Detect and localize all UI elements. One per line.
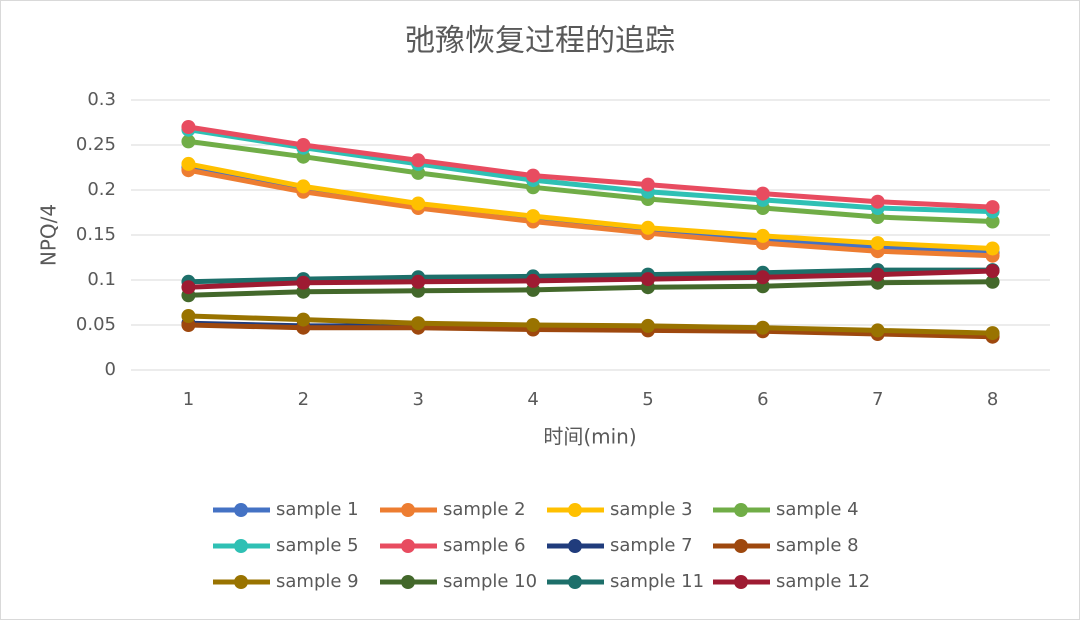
data-point — [640, 272, 655, 287]
data-point — [985, 214, 1000, 229]
legend-marker — [568, 539, 582, 553]
data-point — [985, 200, 1000, 215]
data-point — [526, 273, 541, 288]
data-point — [296, 179, 311, 194]
y-axis-title: NPQ/4 — [37, 204, 61, 266]
data-point — [755, 270, 770, 285]
legend-marker — [568, 575, 582, 589]
data-point — [296, 138, 311, 152]
legend-label: sample 4 — [776, 499, 859, 520]
y-tick-label: 0.05 — [76, 314, 116, 335]
data-point — [640, 220, 655, 235]
legend-marker — [234, 503, 248, 517]
series-line — [188, 313, 993, 336]
legend-label: sample 12 — [776, 571, 870, 592]
data-point — [985, 264, 1000, 278]
series-line — [187, 161, 993, 251]
data-point — [181, 156, 196, 171]
y-tick-label: 0.2 — [87, 179, 116, 200]
x-tick-label: 5 — [642, 389, 653, 410]
y-tick-label: 0.3 — [87, 89, 116, 110]
x-tick-label: 2 — [298, 389, 309, 410]
legend-label: sample 2 — [443, 499, 526, 520]
data-point — [870, 323, 885, 338]
legend-label: sample 6 — [443, 535, 526, 556]
legend-marker — [401, 503, 415, 517]
chart-title: 弛豫恢复过程的追踪 — [405, 24, 675, 59]
y-tick-label: 0.1 — [87, 269, 116, 290]
legend-label: sample 1 — [276, 499, 359, 520]
data-point — [411, 196, 426, 211]
series-line — [188, 267, 993, 285]
data-point — [640, 318, 655, 333]
data-point — [985, 241, 1000, 256]
data-point — [411, 316, 426, 331]
data-point — [411, 153, 426, 168]
legend-marker — [734, 539, 748, 553]
data-point — [181, 120, 196, 134]
legend-marker — [234, 539, 248, 553]
series-line — [188, 268, 993, 290]
legend-marker — [234, 575, 248, 589]
data-point — [755, 228, 770, 243]
y-tick-label: 0 — [105, 359, 116, 380]
data-point — [870, 236, 885, 251]
y-tick-label: 0.15 — [76, 224, 116, 245]
data-point — [411, 274, 426, 289]
series-line — [188, 127, 993, 215]
series-line — [188, 124, 993, 210]
data-point — [526, 168, 541, 183]
series-line — [188, 279, 993, 298]
y-tick-label: 0.25 — [76, 134, 116, 155]
legend-marker — [568, 503, 582, 517]
x-tick-label: 3 — [412, 389, 423, 410]
x-tick-label: 6 — [757, 389, 768, 410]
x-tick-label: 7 — [872, 389, 883, 410]
legend-label: sample 8 — [776, 535, 859, 556]
legend-label: sample 3 — [610, 499, 693, 520]
legend-marker — [401, 575, 415, 589]
data-point — [296, 275, 311, 290]
legend-marker — [734, 575, 748, 589]
data-point — [296, 312, 311, 327]
data-point — [526, 318, 541, 332]
data-point — [985, 326, 1000, 341]
legend-marker — [401, 539, 415, 553]
data-point — [181, 134, 196, 149]
x-tick-label: 1 — [183, 389, 194, 410]
legend-label: sample 7 — [610, 535, 693, 556]
series-line — [188, 138, 993, 224]
data-point — [640, 177, 655, 192]
x-tick-label: 8 — [987, 389, 998, 410]
data-point — [870, 267, 885, 282]
legend-marker — [734, 503, 748, 517]
series-line — [188, 322, 993, 340]
data-point — [526, 209, 541, 224]
legend-label: sample 11 — [610, 571, 704, 592]
data-point — [870, 194, 885, 209]
data-point — [181, 280, 196, 295]
x-tick-label: 4 — [527, 389, 538, 410]
data-point — [755, 186, 770, 201]
series-line — [187, 167, 993, 259]
data-point — [181, 309, 196, 323]
legend-label: sample 5 — [276, 535, 359, 556]
data-point — [985, 274, 1000, 289]
x-axis-title: 时间(min) — [543, 425, 636, 449]
legend-label: sample 9 — [276, 571, 359, 592]
data-point — [755, 320, 770, 335]
legend-label: sample 10 — [443, 571, 537, 592]
